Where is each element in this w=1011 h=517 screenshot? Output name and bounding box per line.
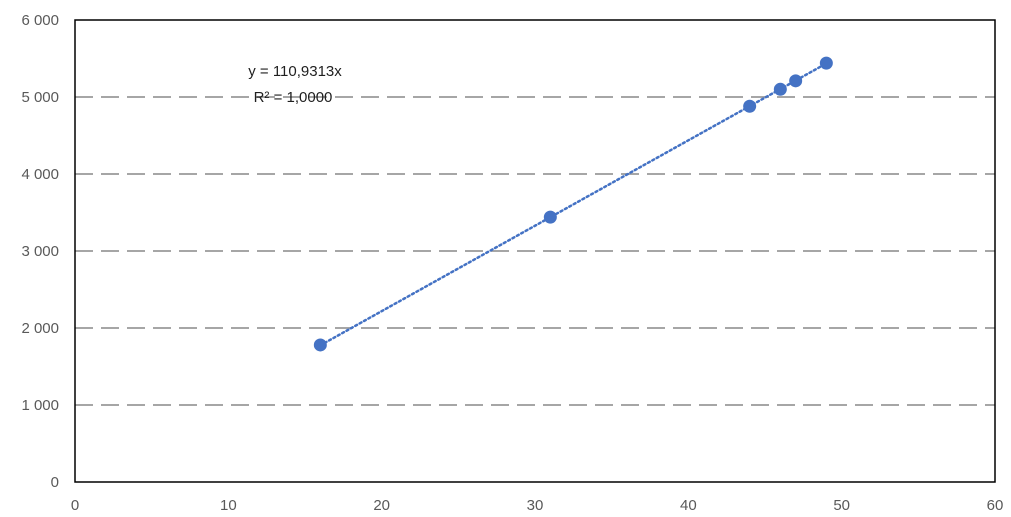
- y-tick-label: 2 000: [21, 320, 59, 337]
- x-tick-label: 50: [833, 497, 850, 514]
- x-tick-label: 40: [680, 497, 697, 514]
- trendline-r-squared: R² = 1,0000: [254, 89, 333, 106]
- data-point: [543, 210, 557, 224]
- y-tick-label: 0: [51, 474, 59, 491]
- x-tick-label: 30: [527, 497, 544, 514]
- y-tick-label: 1 000: [21, 397, 59, 414]
- data-point: [313, 338, 327, 352]
- trendline-group: [319, 62, 828, 347]
- grid-lines: [75, 96, 995, 406]
- data-point: [819, 56, 833, 70]
- plot-area-frame: [74, 19, 996, 483]
- x-tick-label: 10: [220, 497, 237, 514]
- trendline: [319, 62, 828, 347]
- data-point: [789, 74, 803, 88]
- x-tick-label: 60: [987, 497, 1004, 514]
- x-axis-ticks: 0 10 20 30 40 50 60: [71, 497, 1004, 514]
- y-tick-label: 5 000: [21, 89, 59, 106]
- x-tick-label: 0: [71, 497, 79, 514]
- y-axis-ticks: 0 1 000 2 000 3 000 4 000 5 000 6 000: [21, 12, 59, 491]
- x-tick-label: 20: [373, 497, 390, 514]
- trendline-equation: y = 110,9313x: [248, 63, 342, 80]
- data-point: [773, 82, 787, 96]
- data-points: [313, 56, 833, 352]
- y-tick-label: 4 000: [21, 166, 59, 183]
- y-tick-label: 6 000: [21, 12, 59, 29]
- data-point: [743, 99, 757, 113]
- y-tick-label: 3 000: [21, 243, 59, 260]
